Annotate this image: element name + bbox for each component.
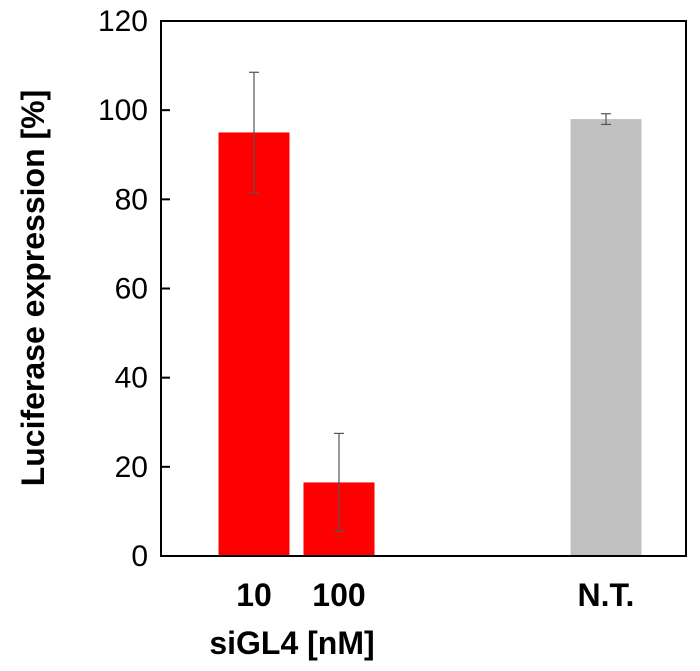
y-tick-label: 100	[98, 94, 148, 127]
plot-border	[160, 20, 687, 557]
y-tick-label: 80	[115, 183, 148, 216]
y-tick-label: 0	[131, 540, 148, 573]
bars	[218, 119, 642, 557]
y-axis-title: Luciferase expression [%]	[15, 90, 51, 487]
y-tick-label: 20	[115, 451, 148, 484]
x-axis-category-labels: 10 100 N.T.	[236, 577, 634, 613]
bar-0	[218, 132, 290, 557]
category-label-1: 100	[312, 577, 365, 613]
category-label-0: 10	[236, 577, 272, 613]
y-tick-label: 60	[115, 273, 148, 306]
y-tick-label: 40	[115, 362, 148, 395]
error-bars	[249, 71, 611, 533]
y-axis-ticks: 0 20 40 60 80 100 120	[98, 5, 170, 573]
plot-frame	[160, 20, 687, 557]
y-tick-label: 120	[98, 5, 148, 38]
bar-2	[570, 119, 642, 556]
x-axis-title: siGL4 [nM]	[209, 625, 374, 661]
category-label-2: N.T.	[578, 577, 635, 613]
